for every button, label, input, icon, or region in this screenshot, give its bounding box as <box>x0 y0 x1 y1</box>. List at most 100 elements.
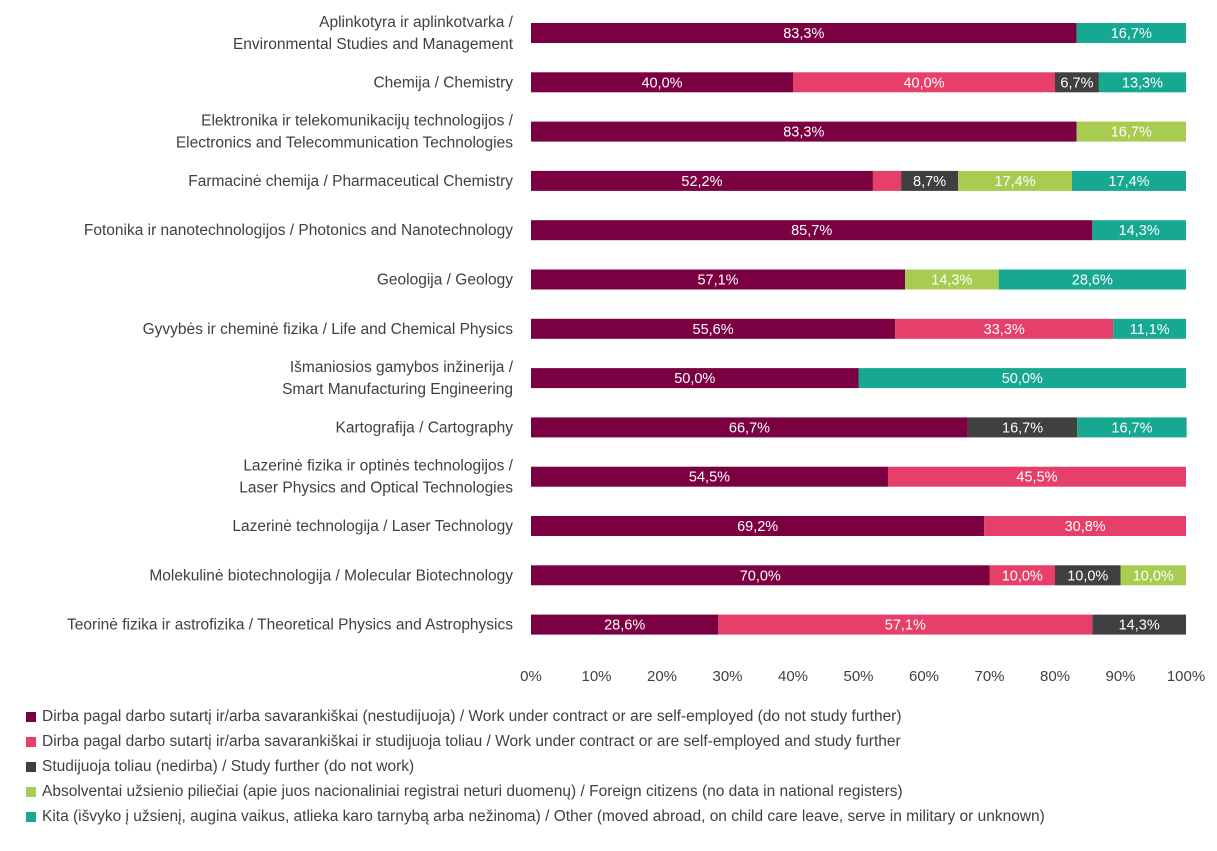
data-label: 40,0% <box>641 75 682 91</box>
bar-segment <box>858 368 1186 389</box>
bar-segment <box>958 170 1073 191</box>
bar-segment <box>531 269 906 290</box>
x-tick-label: 20% <box>647 668 677 685</box>
category-label: Farmacinė chemija / Pharmaceutical Chemi… <box>188 173 513 190</box>
category-label: Lazerinė fizika ir optinės technologijos… <box>239 458 513 497</box>
category-labels-layer: Aplinkotyra ir aplinkotvarka / Environmen… <box>67 14 514 634</box>
data-label: 57,1% <box>697 273 738 289</box>
legend-swatch <box>26 761 36 772</box>
bar-segment <box>1076 23 1186 43</box>
data-label: 13,3% <box>1122 75 1163 91</box>
x-axis-ticks-layer: 0% 10% 20% 30% 40% 50% 60% 70% 80% 90% 100% <box>520 668 1205 685</box>
bar-segment <box>1072 170 1186 191</box>
data-label: 40,0% <box>903 75 944 91</box>
category-label: Išmaniosios gamybos inžinerija / Smart Ma… <box>282 359 514 398</box>
category-label: Aplinkotyra ir aplinkotvarka / Environmen… <box>233 14 514 53</box>
legend-item: Dirba pagal darbo sutartį ir/arba savara… <box>26 704 1211 729</box>
data-label: 69,2% <box>737 519 778 535</box>
data-label: 57,1% <box>885 618 926 634</box>
data-label: 50,0% <box>1002 371 1043 387</box>
x-tick-label: 0% <box>520 668 542 685</box>
bar-segment <box>531 417 968 438</box>
category-label: Gyvybės ir cheminė fizika / Life and Che… <box>143 321 514 338</box>
legend-label: Kita (išvyko į užsienį, augina vaikus, a… <box>42 807 1045 825</box>
bar-segment <box>531 170 873 191</box>
bar-segment <box>989 565 1055 586</box>
bar-segment <box>531 516 985 536</box>
category-label: Chemija / Chemistry <box>373 74 513 91</box>
legend-swatch <box>26 811 36 822</box>
legend-item: Studijuoja toliau (nedirba) / Study furt… <box>26 754 1211 779</box>
legend-label: Absolventai užsienio piliečiai (apie juo… <box>42 782 903 800</box>
bar-segment <box>531 565 990 586</box>
bar-segment <box>531 23 1077 43</box>
bar-segment <box>1092 220 1186 241</box>
data-label: 28,6% <box>1072 273 1113 289</box>
data-label: 50,0% <box>674 371 715 387</box>
bar-segment <box>1055 565 1121 586</box>
x-tick-label: 70% <box>974 668 1004 685</box>
bar-segment <box>718 614 1093 635</box>
data-label: 11,1% <box>1130 322 1170 338</box>
data-label: 85,7% <box>791 223 832 239</box>
legend-item: Kita (išvyko į užsienį, augina vaikus, a… <box>26 804 1211 829</box>
bar-segment <box>1055 72 1099 93</box>
legend-item: Absolventai užsienio piliečiai (apie juo… <box>26 779 1211 804</box>
data-label: 16,7% <box>1111 420 1152 436</box>
segment-labels-layer: 83,3% 16,7% 40,0% 40,0% 6,7% 13,3% 83,3% 16,7% 0… <box>604 26 1217 634</box>
data-label: 16,7% <box>1111 26 1152 42</box>
data-label: 55,6% <box>693 322 734 338</box>
bar-segment <box>998 269 1186 290</box>
bar-segment <box>531 220 1093 241</box>
bar-segment <box>1092 614 1186 635</box>
legend-label: Dirba pagal darbo sutartį ir/arba savara… <box>42 707 902 725</box>
bar-segment <box>1076 121 1186 142</box>
data-label: 54,5% <box>689 470 730 486</box>
bar-segment <box>531 121 1077 142</box>
bar-segment <box>531 614 719 635</box>
data-label: 14,3% <box>931 273 972 289</box>
legend-swatch <box>26 711 36 722</box>
bar-segment <box>887 466 1186 487</box>
bar-segment <box>967 417 1078 438</box>
data-label: 70,0% <box>740 568 781 584</box>
x-tick-label: 100% <box>1167 668 1205 685</box>
data-label: 17,4% <box>994 174 1035 190</box>
data-label: 10,0% <box>1133 568 1174 584</box>
data-label: 66,7% <box>729 420 770 436</box>
data-label: 28,6% <box>604 618 645 634</box>
data-label: 16,7% <box>1111 125 1152 141</box>
category-label: Molekulinė biotechnologija / Molecular B… <box>149 567 513 584</box>
bar-segment <box>895 318 1114 339</box>
x-tick-label: 80% <box>1040 668 1070 685</box>
category-label: Kartografija / Cartography <box>336 419 514 436</box>
data-label: 52,2% <box>681 174 722 190</box>
bar-segment <box>984 516 1186 536</box>
bar-segment <box>793 72 1055 93</box>
chart-legend: Dirba pagal darbo sutartį ir/arba savara… <box>26 704 1211 829</box>
bar-segment <box>1113 318 1186 339</box>
category-label: Lazerinė technologija / Laser Technology <box>232 518 513 535</box>
data-label: 16,7% <box>1002 420 1043 436</box>
x-tick-label: 90% <box>1105 668 1135 685</box>
data-label: 14,3% <box>1119 223 1160 239</box>
legend-label: Studijuoja toliau (nedirba) / Study furt… <box>42 757 415 775</box>
data-label: 10,0% <box>1002 568 1043 584</box>
category-label: Geologija / Geology <box>377 272 513 289</box>
bar-segment <box>531 318 896 339</box>
data-label: 83,3% <box>783 125 824 141</box>
legend-swatch <box>26 786 36 797</box>
data-label: 0,0% <box>1195 125 1217 141</box>
data-label: 33,3% <box>984 322 1025 338</box>
x-tick-label: 50% <box>843 668 873 685</box>
bar-segment <box>872 170 902 191</box>
x-tick-label: 30% <box>712 668 742 685</box>
bar-segment <box>905 269 999 290</box>
bar-segment <box>1077 417 1187 438</box>
bar-segment <box>901 170 959 191</box>
data-label: 14,3% <box>1119 618 1160 634</box>
data-label: 10,0% <box>1067 568 1108 584</box>
category-label: Elektronika ir telekomunikacijų technolo… <box>176 113 514 152</box>
category-label: Teorinė fizika ir astrofizika / Theoreti… <box>67 617 513 634</box>
data-label: 45,5% <box>1016 470 1057 486</box>
